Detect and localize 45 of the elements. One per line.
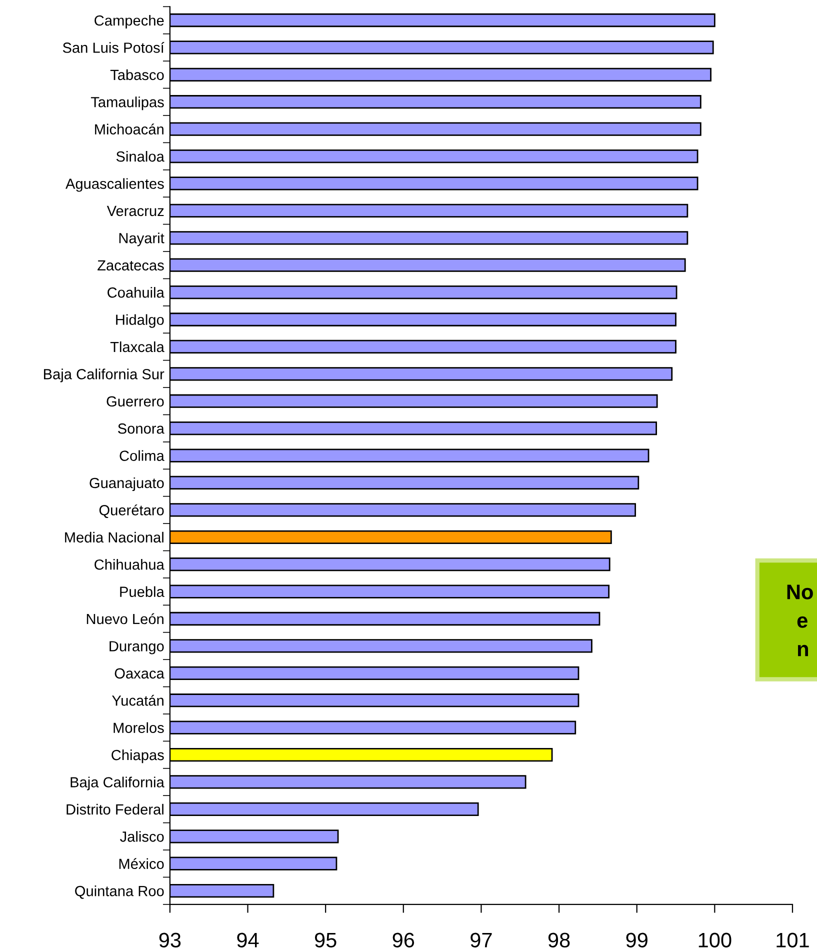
x-tick-label: 99 xyxy=(626,932,648,948)
y-tick-label: Sinaloa xyxy=(116,150,164,162)
y-tick-label: Colima xyxy=(120,450,164,461)
y-tick-label: Durango xyxy=(110,641,164,654)
y-tick-label: Quintana Roo xyxy=(75,886,164,899)
y-tick-label: Tabasco xyxy=(110,69,164,80)
x-tick-label: 93 xyxy=(159,932,181,948)
x-tick-label: 100 xyxy=(698,932,732,948)
y-tick-label: Tlaxcala xyxy=(110,341,164,352)
x-tick-label: 97 xyxy=(470,932,492,948)
y-tick-label: Morelos xyxy=(114,722,164,733)
x-tick-label: 101 xyxy=(776,932,809,948)
y-tick-label: Veracruz xyxy=(106,206,164,216)
y-tick-label: Chiapas xyxy=(112,749,164,764)
y-tick-label: Querétaro xyxy=(99,504,164,518)
y-tick-label: Nayarit xyxy=(119,232,164,246)
y-tick-label: Aguascalientes xyxy=(66,178,164,192)
y-tick-label: Baja California Sur xyxy=(44,368,164,382)
x-tick-label: 95 xyxy=(314,932,336,948)
y-tick-label: Media Nacional xyxy=(65,532,164,543)
y-tick-label: Yucatán xyxy=(112,694,164,706)
y-tick-label: San Luis Potosí xyxy=(62,42,164,53)
y-tick-label: Guerrero xyxy=(106,396,164,407)
y-tick-label: Jalisco xyxy=(120,831,164,842)
y-tick-label: Nuevo León xyxy=(86,613,164,624)
y-tick-label: Michoacán xyxy=(95,124,164,134)
y-tick-label: Sonora xyxy=(118,423,164,434)
x-tick-label: 94 xyxy=(237,932,259,948)
x-tick-label: 98 xyxy=(548,932,570,948)
text: n xyxy=(798,644,808,656)
y-tick-label: Baja California xyxy=(70,776,164,790)
y-tick-label: México xyxy=(119,858,164,870)
y-tick-label: Coahuila xyxy=(108,287,164,298)
y-tick-label: Distrito Federal xyxy=(66,804,164,815)
y-tick-label: Campeche xyxy=(94,14,164,29)
annotation: No xyxy=(787,584,813,600)
y-tick-label: Oaxaca xyxy=(114,668,164,679)
y-tick-label: Tamaulipas xyxy=(90,96,164,110)
y-tick-label: Puebla xyxy=(120,586,164,597)
y-tick-label: Hidalgo xyxy=(116,314,164,328)
y-tick-label: Guanajuato xyxy=(90,477,164,492)
y-tick-label: Chihuahua xyxy=(94,559,164,570)
y-tick-label: Zacatecas xyxy=(98,260,164,271)
x-tick-label: 96 xyxy=(392,932,414,948)
text: e xyxy=(797,616,808,628)
